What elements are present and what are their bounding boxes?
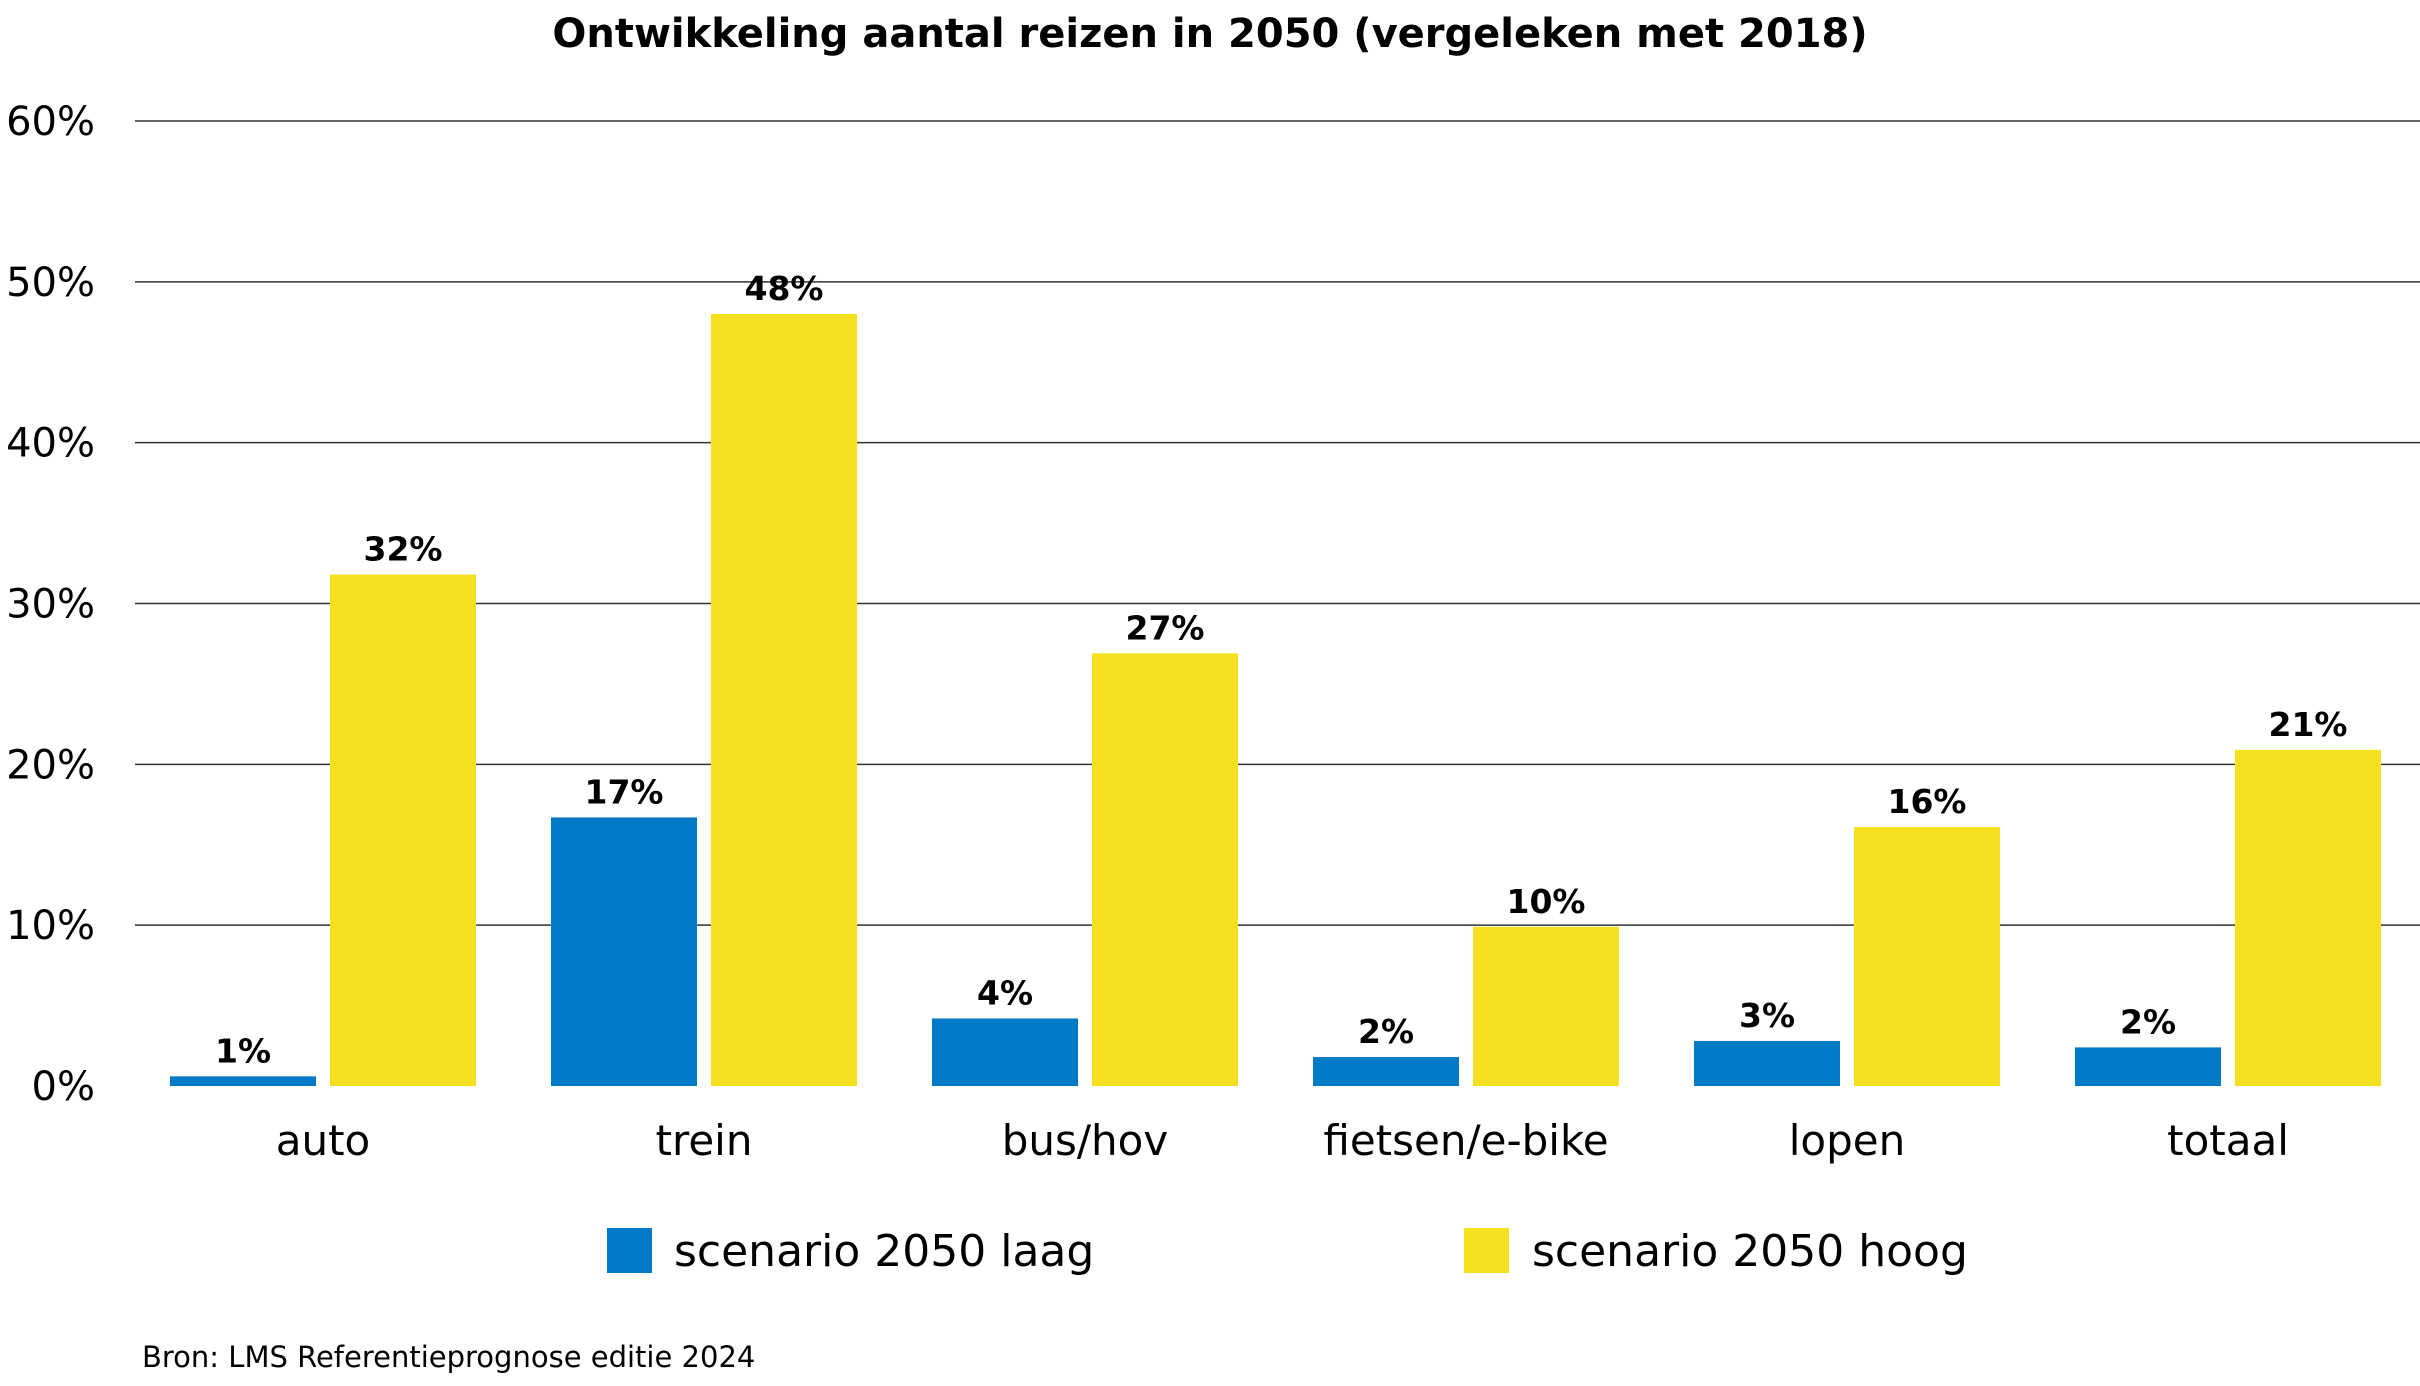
y-tick-label: 10% bbox=[6, 903, 95, 949]
data-labels: 1% 17% 4% 2% 3% 2% 32% 48% 27% 10% 16% 21% bbox=[215, 269, 2348, 1070]
x-tick-label: totaal bbox=[2167, 1116, 2289, 1165]
data-label: 2% bbox=[2120, 1002, 2176, 1041]
y-tick-label: 0% bbox=[32, 1064, 95, 1110]
y-tick-label: 60% bbox=[6, 99, 95, 145]
bar-hoog-4 bbox=[1854, 827, 2000, 1086]
y-tick-label: 30% bbox=[6, 582, 95, 628]
bar-laag-1 bbox=[551, 817, 697, 1086]
x-tick-label: trein bbox=[656, 1116, 753, 1165]
chart-title: Ontwikkeling aantal reizen in 2050 (verg… bbox=[552, 11, 1867, 57]
y-tick-label: 20% bbox=[6, 742, 95, 788]
bar-laag-2 bbox=[932, 1018, 1078, 1086]
bar-hoog-2 bbox=[1092, 653, 1238, 1086]
bar-hoog-5 bbox=[2235, 749, 2381, 1086]
data-label: 2% bbox=[1358, 1012, 1414, 1051]
y-tick-label: 50% bbox=[6, 260, 95, 306]
data-label: 21% bbox=[2269, 705, 2348, 744]
data-label: 48% bbox=[745, 269, 824, 308]
y-axis-ticks: 0% 10% 20% 30% 40% 50% 60% bbox=[6, 99, 95, 1110]
bar-hoog-0 bbox=[330, 574, 476, 1086]
data-label: 17% bbox=[585, 772, 664, 811]
bar-laag-0 bbox=[170, 1076, 316, 1086]
bar-laag-5 bbox=[2075, 1047, 2221, 1086]
gridlines bbox=[135, 120, 2420, 926]
bar-hoog-1 bbox=[711, 314, 857, 1086]
legend: scenario 2050 laag scenario 2050 hoog bbox=[607, 1226, 1968, 1277]
x-axis-ticks: auto trein bus/hov fietsen/e-bike lopen totaa… bbox=[276, 1116, 2289, 1165]
data-label: 1% bbox=[215, 1031, 271, 1070]
x-tick-label: bus/hov bbox=[1002, 1116, 1168, 1165]
data-label: 10% bbox=[1507, 882, 1586, 921]
legend-swatch bbox=[607, 1228, 652, 1273]
bar-hoog-3 bbox=[1473, 926, 1619, 1086]
legend-label: scenario 2050 hoog bbox=[1532, 1226, 1968, 1277]
data-label: 4% bbox=[977, 973, 1033, 1012]
x-tick-label: auto bbox=[276, 1116, 371, 1165]
bar-laag-4 bbox=[1694, 1040, 1840, 1086]
data-label: 3% bbox=[1739, 996, 1795, 1035]
x-tick-label: fietsen/e-bike bbox=[1323, 1116, 1608, 1165]
bars bbox=[170, 314, 2381, 1086]
source-note: Bron: LMS Referentieprognose editie 2024 bbox=[142, 1340, 755, 1374]
data-label: 32% bbox=[364, 530, 443, 569]
bar-laag-3 bbox=[1313, 1057, 1459, 1086]
legend-label: scenario 2050 laag bbox=[674, 1226, 1094, 1277]
x-tick-label: lopen bbox=[1789, 1116, 1905, 1165]
data-label: 16% bbox=[1888, 782, 1967, 821]
data-label: 27% bbox=[1126, 608, 1205, 647]
legend-swatch bbox=[1464, 1228, 1509, 1273]
y-tick-label: 40% bbox=[6, 421, 95, 467]
